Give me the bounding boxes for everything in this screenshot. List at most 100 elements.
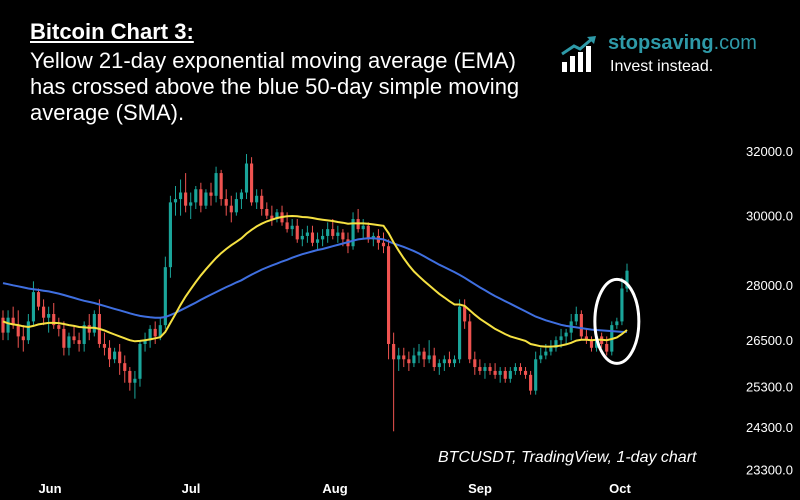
candle-body [336, 232, 340, 236]
candle-body [77, 340, 81, 344]
candle-body [554, 340, 558, 348]
candle-body [518, 367, 523, 371]
candle-body [300, 235, 304, 240]
candle-body [508, 370, 512, 379]
candle-body [442, 359, 446, 364]
candle-body [473, 359, 477, 368]
candle-body [321, 235, 325, 240]
candle-body [452, 359, 457, 364]
candle-body [87, 325, 91, 333]
candle-body [82, 325, 86, 344]
candle-body [11, 317, 15, 326]
candle-body [168, 202, 172, 268]
candle-body [331, 229, 335, 236]
y-axis: 32000.0 30000.0 28000.0 26500.0 25300.0 24300… [746, 144, 793, 477]
candle-body [478, 367, 482, 371]
candle-body [1, 317, 5, 333]
candle-body [341, 232, 345, 240]
candle-body [143, 340, 147, 344]
candle-body [138, 343, 142, 379]
candle-body [625, 270, 629, 289]
candle-body [194, 189, 198, 203]
candle-body [36, 292, 41, 307]
candle-body [31, 292, 36, 322]
x-axis: Jun Jul Aug Sep Oct [38, 481, 631, 496]
candle-body [62, 328, 66, 348]
candle-body [163, 267, 167, 326]
x-tick-label: Jul [182, 481, 201, 496]
sma-50-line [2, 237, 627, 333]
candle-body [437, 363, 441, 368]
candle-body [351, 219, 355, 247]
candle-body [224, 199, 228, 206]
candle-body [107, 347, 112, 360]
brand-name: stopsaving.com [608, 32, 757, 55]
candle-body [199, 189, 203, 206]
candle-body [422, 351, 426, 360]
candle-body [255, 195, 259, 203]
candle-body [214, 173, 218, 196]
candle-body [579, 314, 583, 337]
candles-layer [1, 154, 629, 432]
candle-body [128, 370, 132, 383]
candle-body [118, 351, 122, 364]
candle-body [513, 367, 517, 371]
candle-body [615, 321, 619, 326]
candle-body [153, 328, 157, 337]
crossover-highlight-circle [593, 277, 641, 365]
y-tick-label: 26500.0 [746, 333, 793, 348]
candle-body [427, 355, 431, 360]
candle-body [534, 359, 538, 391]
candle-body [285, 222, 289, 230]
candle-body [275, 212, 279, 220]
x-tick-label: Jun [38, 481, 61, 496]
candle-body [483, 367, 487, 371]
candle-body [305, 232, 309, 236]
candle-body [239, 192, 244, 200]
candle-body [113, 351, 117, 360]
candle-body [42, 306, 46, 318]
candle-body [417, 351, 421, 356]
candle-body [529, 374, 533, 391]
chart-title: Bitcoin Chart 3: [30, 19, 194, 44]
candle-body [463, 306, 467, 322]
candle-body [229, 205, 233, 213]
y-tick-label: 24300.0 [746, 420, 793, 435]
candle-body [234, 199, 238, 213]
x-tick-label: Sep [468, 481, 492, 496]
candle-body [57, 325, 61, 329]
candle-body [539, 355, 543, 360]
candle-body [290, 225, 294, 230]
candle-body [16, 325, 20, 337]
candle-body [270, 215, 274, 220]
candle-body [620, 288, 624, 322]
candle-body [503, 370, 507, 379]
brand-domain: .com [713, 32, 757, 54]
candle-body [133, 378, 137, 383]
candle-body [366, 225, 370, 240]
chart-description: Yellow 21-day exponential moving average… [30, 48, 520, 125]
candle-body [361, 225, 365, 230]
candle-body [265, 208, 269, 216]
y-tick-label: 32000.0 [746, 144, 793, 159]
candle-body [559, 336, 563, 341]
candle-body [178, 192, 183, 200]
candle-body [26, 321, 30, 341]
candle-body [381, 242, 386, 247]
candle-body [6, 317, 10, 333]
candle-body [148, 328, 152, 341]
x-tick-label: Oct [609, 481, 631, 496]
candle-body [386, 246, 391, 344]
candle-body [458, 306, 462, 360]
candle-body [412, 355, 416, 364]
y-tick-label: 25300.0 [746, 380, 793, 395]
candle-body [584, 336, 588, 341]
candle-body [67, 336, 71, 348]
candle-body [295, 225, 299, 240]
brand-name-text: stopsaving [608, 32, 714, 54]
candle-body [189, 202, 193, 206]
source-note: BTCUSDT, TradingView, 1-day chart [438, 449, 697, 466]
candle-body [92, 314, 96, 333]
candle-body [72, 336, 76, 341]
candle-body [52, 314, 56, 326]
